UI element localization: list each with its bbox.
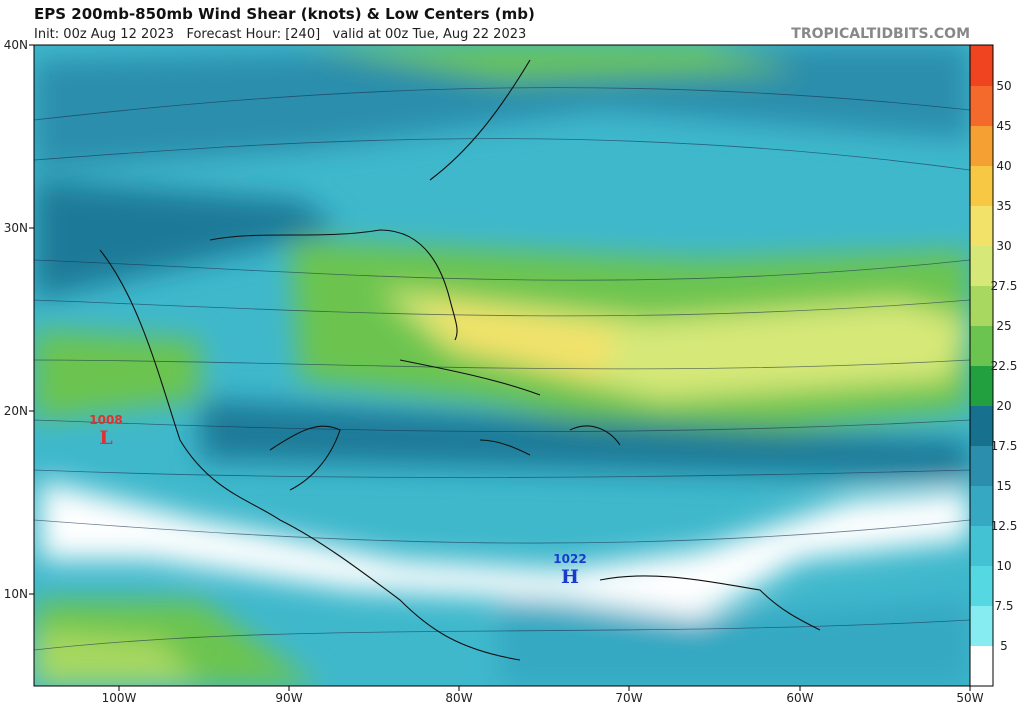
lat-label: 10N [4,587,28,601]
lon-label: 90W [275,691,302,705]
colorbar-label: 50 [996,79,1011,93]
map-title: EPS 200mb-850mb Wind Shear (knots) & Low… [34,5,535,23]
lon-label: 50W [956,691,983,705]
lat-label: 20N [4,404,28,418]
lat-label: 40N [4,38,28,52]
map-subtitle: Init: 00z Aug 12 2023 Forecast Hour: [24… [34,27,526,42]
lon-label: 80W [445,691,472,705]
colorbar-swatch [970,406,993,446]
colorbar-swatch [970,446,993,486]
colorbar-label: 10 [996,559,1011,573]
colorbar-label: 30 [996,239,1011,253]
source: TROPICALTIDBITS.COM [791,26,970,42]
lat-label: 30N [4,221,28,235]
colorbar-swatch [970,246,993,286]
colorbar-swatch [970,166,993,206]
colorbar-swatch [970,206,993,246]
center-symbol: H [561,566,579,588]
colorbar-swatch [970,526,993,566]
colorbar-frame [969,44,994,687]
colorbar-label: 12.5 [991,519,1018,533]
colorbar-label: 35 [996,199,1011,213]
colorbar-label: 27.5 [991,279,1018,293]
colorbar-swatch [970,366,993,406]
colorbar-swatch [970,606,993,646]
colorbar-label: 17.5 [991,439,1018,453]
colorbar-label: 20 [996,399,1011,413]
colorbar-swatch [970,646,993,686]
colorbar-swatch [970,486,993,526]
colorbar-swatch [970,286,993,326]
colorbar-swatch [970,566,993,606]
center-symbol: L [99,427,112,449]
center-pressure: 1008 [89,413,122,427]
lon-label: 60W [786,691,813,705]
colorbar-swatch [970,326,993,366]
colorbar-label: 7.5 [994,599,1013,613]
map-field [34,45,970,686]
lon-label: 70W [615,691,642,705]
colorbar-swatch [970,126,993,166]
colorbar-label: 15 [996,479,1011,493]
lon-label: 100W [102,691,137,705]
colorbar-swatch [970,45,993,86]
colorbar-label: 5 [1000,639,1008,653]
colorbar-label: 22.5 [991,359,1018,373]
center-pressure: 1022 [553,552,586,566]
colorbar-label: 40 [996,159,1011,173]
colorbar-swatch [970,86,993,126]
colorbar-label: 45 [996,119,1011,133]
colorbar-label: 25 [996,319,1011,333]
